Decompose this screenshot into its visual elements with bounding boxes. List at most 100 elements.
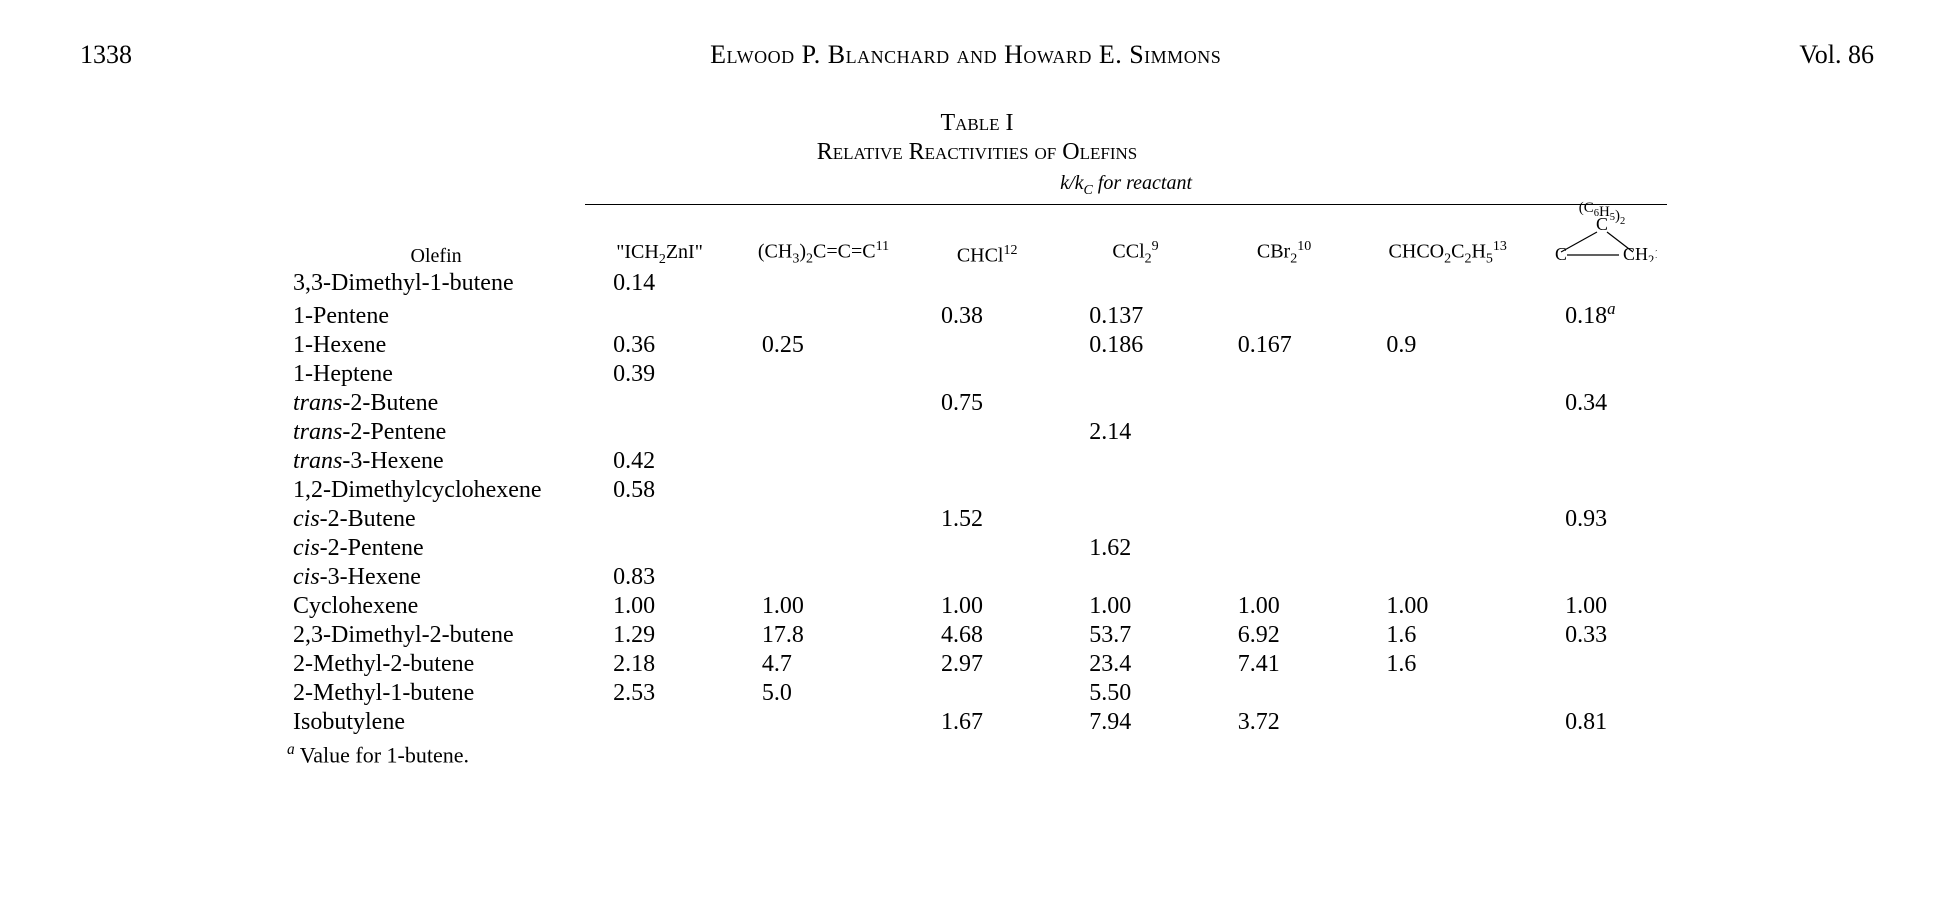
value-cell bbox=[734, 447, 913, 476]
svg-text:C: C bbox=[1555, 244, 1567, 262]
value-cell bbox=[1061, 269, 1210, 298]
value-cell: 0.137 bbox=[1061, 298, 1210, 331]
col-header-2: (CH3)2C=C=C11 bbox=[734, 194, 913, 269]
value-cell: 5.0 bbox=[734, 679, 913, 708]
value-cell bbox=[1061, 563, 1210, 592]
table-row: Cyclohexene1.001.001.001.001.001.001.00 bbox=[287, 592, 1667, 621]
spanner-label: k/kC for reactant bbox=[1052, 172, 1200, 199]
value-cell bbox=[1210, 447, 1359, 476]
value-cell bbox=[1358, 360, 1537, 389]
table-row: 2,3-Dimethyl-2-butene1.2917.84.6853.76.9… bbox=[287, 621, 1667, 650]
value-cell bbox=[913, 563, 1061, 592]
value-cell: 1.00 bbox=[913, 592, 1061, 621]
value-cell bbox=[585, 418, 734, 447]
value-cell: 1.00 bbox=[1358, 592, 1537, 621]
value-cell: 1.52 bbox=[913, 505, 1061, 534]
value-cell bbox=[1537, 418, 1667, 447]
value-cell bbox=[1537, 679, 1667, 708]
value-cell: 0.38 bbox=[913, 298, 1061, 331]
table-row: 1-Heptene0.39 bbox=[287, 360, 1667, 389]
olefin-cell: Isobutylene bbox=[287, 708, 585, 737]
value-cell bbox=[1537, 360, 1667, 389]
value-cell bbox=[1537, 534, 1667, 563]
value-cell bbox=[1537, 331, 1667, 360]
olefin-cell: 2,3-Dimethyl-2-butene bbox=[287, 621, 585, 650]
value-cell bbox=[1210, 298, 1359, 331]
olefin-cell: 1,2-Dimethylcyclohexene bbox=[287, 476, 585, 505]
table-row: 3,3-Dimethyl-1-butene0.14 bbox=[287, 269, 1667, 298]
value-cell bbox=[913, 534, 1061, 563]
value-cell: 1.62 bbox=[1061, 534, 1210, 563]
olefin-cell: cis-2-Butene bbox=[287, 505, 585, 534]
value-cell: 1.00 bbox=[1061, 592, 1210, 621]
value-cell: 1.29 bbox=[585, 621, 734, 650]
table-row: trans-3-Hexene0.42 bbox=[287, 447, 1667, 476]
value-cell: 23.4 bbox=[1061, 650, 1210, 679]
value-cell bbox=[1210, 418, 1359, 447]
value-cell: 1.6 bbox=[1358, 650, 1537, 679]
spanner-rule bbox=[585, 204, 1667, 205]
value-cell bbox=[1358, 505, 1537, 534]
value-cell bbox=[1537, 476, 1667, 505]
value-cell bbox=[734, 476, 913, 505]
value-cell: 1.00 bbox=[585, 592, 734, 621]
col-header-6: CHCO2C2H513 bbox=[1358, 194, 1537, 269]
value-cell bbox=[1358, 389, 1537, 418]
value-cell bbox=[1210, 360, 1359, 389]
value-cell bbox=[1358, 679, 1537, 708]
value-cell bbox=[1537, 650, 1667, 679]
table-row: cis-3-Hexene0.83 bbox=[287, 563, 1667, 592]
value-cell: 0.39 bbox=[585, 360, 734, 389]
value-cell bbox=[913, 476, 1061, 505]
value-cell: 2.14 bbox=[1061, 418, 1210, 447]
value-cell bbox=[1358, 534, 1537, 563]
value-cell bbox=[585, 534, 734, 563]
value-cell bbox=[1358, 708, 1537, 737]
value-cell: 0.33 bbox=[1537, 621, 1667, 650]
olefin-cell: 2-Methyl-1-butene bbox=[287, 679, 585, 708]
value-cell: 2.97 bbox=[913, 650, 1061, 679]
value-cell bbox=[913, 331, 1061, 360]
col-header-5: CBr210 bbox=[1210, 194, 1359, 269]
value-cell: 53.7 bbox=[1061, 621, 1210, 650]
col-header-olefin: Olefin bbox=[287, 194, 585, 269]
value-cell: 7.94 bbox=[1061, 708, 1210, 737]
value-cell bbox=[734, 269, 913, 298]
table-row: cis-2-Butene1.520.93 bbox=[287, 505, 1667, 534]
olefin-cell: trans-2-Pentene bbox=[287, 418, 585, 447]
volume: Vol. 86 bbox=[1799, 40, 1874, 70]
value-cell: 1.00 bbox=[1210, 592, 1359, 621]
value-cell bbox=[1061, 389, 1210, 418]
value-cell: 1.6 bbox=[1358, 621, 1537, 650]
value-cell bbox=[1210, 476, 1359, 505]
value-cell bbox=[1210, 679, 1359, 708]
value-cell: 2.18 bbox=[585, 650, 734, 679]
page-number: 1338 bbox=[80, 40, 132, 70]
header-row: Olefin "ICH2ZnI" (CH3)2C=C=C11 CHCl12 CC… bbox=[287, 194, 1667, 269]
value-cell bbox=[913, 447, 1061, 476]
value-cell: 0.81 bbox=[1537, 708, 1667, 737]
table-row: 1,2-Dimethylcyclohexene0.58 bbox=[287, 476, 1667, 505]
value-cell: 3.72 bbox=[1210, 708, 1359, 737]
table-row: 1-Pentene0.380.1370.18a bbox=[287, 298, 1667, 331]
table-row: 2-Methyl-1-butene2.535.05.50 bbox=[287, 679, 1667, 708]
olefin-cell: Cyclohexene bbox=[287, 592, 585, 621]
value-cell bbox=[913, 418, 1061, 447]
olefin-cell: trans-2-Butene bbox=[287, 389, 585, 418]
value-cell bbox=[734, 563, 913, 592]
value-cell bbox=[1358, 447, 1537, 476]
table-row: Isobutylene1.677.943.720.81 bbox=[287, 708, 1667, 737]
value-cell bbox=[913, 679, 1061, 708]
table-row: cis-2-Pentene1.62 bbox=[287, 534, 1667, 563]
value-cell bbox=[734, 534, 913, 563]
value-cell bbox=[1061, 476, 1210, 505]
value-cell bbox=[1358, 269, 1537, 298]
value-cell: 4.68 bbox=[913, 621, 1061, 650]
table-subtitle: Relative Reactivities of Olefins bbox=[287, 139, 1667, 166]
value-cell bbox=[1061, 447, 1210, 476]
value-cell bbox=[734, 418, 913, 447]
value-cell bbox=[585, 505, 734, 534]
col-header-7: (C6H5)2 C C CH214 bbox=[1537, 194, 1667, 269]
authors: Elwood P. Blanchard and Howard E. Simmon… bbox=[710, 40, 1221, 70]
svg-text:CH214: CH214 bbox=[1623, 244, 1657, 262]
